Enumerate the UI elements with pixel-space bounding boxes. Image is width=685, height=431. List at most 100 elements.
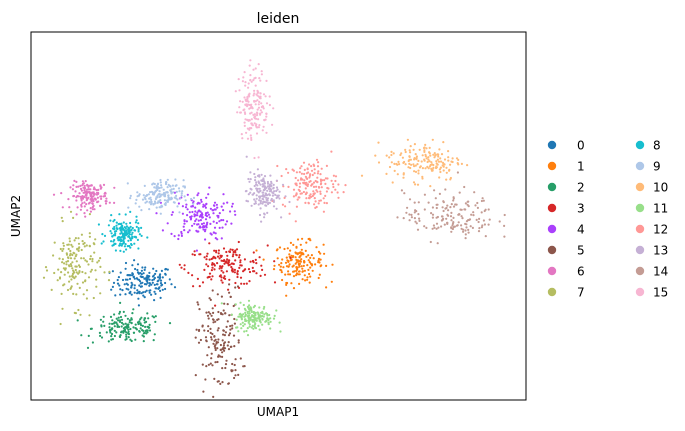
cluster-15-point: [255, 114, 259, 117]
cluster-14-point: [423, 193, 426, 196]
cluster-4-point: [222, 193, 225, 196]
cluster-3-point: [245, 282, 248, 285]
cluster-2-point: [144, 325, 147, 328]
cluster-15-point: [236, 111, 239, 114]
cluster-3-point: [259, 274, 262, 277]
cluster-5-point: [233, 317, 236, 321]
cluster-8-points: [97, 210, 149, 253]
cluster-15-point: [247, 118, 251, 122]
cluster-4-point: [207, 193, 210, 196]
cluster-5-point: [220, 312, 223, 316]
cluster-12-point: [299, 167, 302, 170]
cluster-4-point: [203, 225, 206, 228]
cluster-12-point: [316, 165, 320, 168]
cluster-4-point: [173, 235, 176, 238]
cluster-4-point: [197, 230, 200, 233]
cluster-10-point: [435, 160, 438, 163]
cluster-12-point: [306, 168, 309, 171]
cluster-1-point: [290, 282, 293, 285]
cluster-4-point: [180, 232, 183, 235]
cluster-13-point: [272, 187, 275, 190]
cluster-3-point: [187, 271, 190, 274]
cluster-4-point: [231, 202, 234, 205]
legend-item-9: 9: [635, 160, 661, 174]
cluster-1-point: [295, 269, 298, 272]
cluster-1-point: [317, 259, 320, 262]
cluster-12-point: [325, 202, 328, 205]
cluster-8-point: [102, 240, 105, 243]
cluster-14-point: [427, 201, 430, 204]
cluster-14-point: [462, 230, 465, 233]
cluster-7-point: [65, 263, 68, 266]
cluster-8-point: [109, 230, 112, 233]
cluster-3-point: [223, 262, 226, 265]
cluster-1-point: [292, 255, 295, 258]
legend-label-2: 2: [577, 181, 585, 195]
cluster-0-point: [158, 277, 161, 280]
cluster-5-point: [204, 378, 207, 381]
cluster-5-point: [198, 308, 201, 311]
cluster-6-point: [87, 185, 90, 188]
cluster-8-point: [120, 239, 123, 242]
cluster-10-point: [451, 157, 454, 160]
cluster-8-point: [137, 247, 140, 250]
cluster-10-point: [393, 169, 396, 172]
cluster-5-point: [226, 344, 229, 347]
cluster-13-point: [265, 201, 268, 204]
cluster-7-point: [74, 255, 77, 258]
cluster-3-point: [183, 264, 186, 267]
cluster-10-point: [421, 154, 424, 157]
cluster-14-point: [470, 213, 473, 216]
cluster-3-point: [228, 250, 232, 254]
cluster-12-point: [303, 172, 306, 176]
cluster-6-point: [83, 212, 86, 215]
cluster-6-point: [60, 192, 63, 195]
cluster-15-point: [259, 113, 262, 116]
cluster-1-point: [323, 252, 326, 255]
cluster-10-point: [385, 154, 388, 157]
cluster-3-point: [244, 268, 247, 271]
cluster-10-point: [415, 155, 418, 158]
cluster-10-point: [436, 163, 439, 166]
cluster-4-point: [204, 228, 207, 231]
cluster-7-point: [61, 261, 64, 264]
cluster-6-point: [85, 199, 88, 202]
cluster-1-point: [285, 265, 289, 268]
cluster-2-point: [91, 341, 94, 344]
cluster-14-point: [450, 219, 453, 222]
cluster-1-point: [298, 273, 301, 276]
cluster-1-point: [312, 257, 315, 260]
cluster-1-point: [306, 264, 309, 267]
legend-item-2: 2: [547, 181, 585, 195]
cluster-5-point: [210, 357, 213, 360]
cluster-6-point: [97, 188, 100, 191]
cluster-9-points: [126, 178, 196, 215]
cluster-13-point: [259, 207, 262, 210]
cluster-9-point: [158, 206, 161, 209]
cluster-2-point: [80, 334, 83, 337]
cluster-9-point: [159, 199, 162, 202]
cluster-10-point: [457, 163, 460, 166]
cluster-10-point: [445, 178, 448, 181]
cluster-5-point: [207, 317, 210, 320]
cluster-10-point: [425, 147, 428, 150]
cluster-2-point: [137, 321, 140, 324]
cluster-1-point: [292, 270, 295, 273]
cluster-7-point: [91, 260, 94, 263]
cluster-9-point: [127, 206, 130, 209]
cluster-3-point: [210, 257, 213, 261]
cluster-0-point: [127, 274, 130, 277]
cluster-1-point: [298, 282, 301, 285]
legend-item-12: 12: [635, 223, 668, 237]
cluster-10-point: [374, 154, 377, 157]
cluster-14-point: [415, 222, 418, 225]
cluster-3-point: [242, 270, 245, 273]
cluster-3-point: [193, 250, 196, 253]
cluster-10-point: [436, 153, 439, 156]
cluster-13-point: [262, 191, 265, 194]
cluster-8-point: [133, 229, 136, 232]
cluster-2-point: [111, 319, 114, 322]
cluster-10-point: [409, 151, 412, 154]
cluster-1-point: [308, 281, 311, 284]
cluster-11-point: [251, 320, 254, 323]
